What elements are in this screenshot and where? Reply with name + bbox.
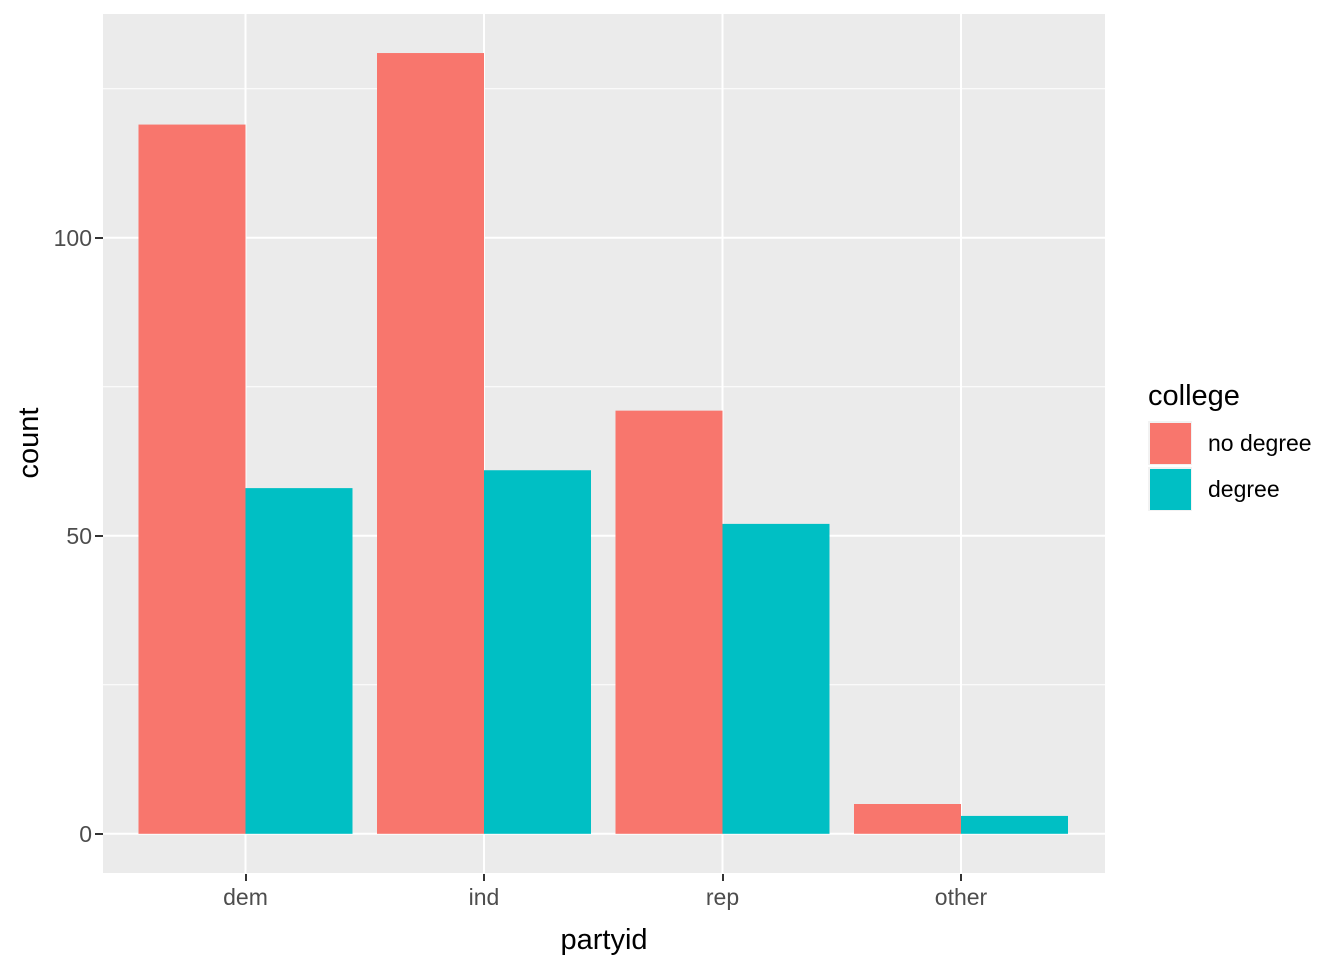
x-tick-label-rep: rep <box>705 884 740 910</box>
legend-item-no-degree: no degree <box>1148 421 1312 465</box>
bar-ind-no-degree <box>377 53 484 834</box>
bar-ind-degree <box>484 470 591 834</box>
x-tick-label-other: other <box>934 884 988 910</box>
x-tick-label-ind: ind <box>468 884 500 910</box>
x-axis-title: partyid <box>560 924 648 956</box>
x-tick-mark <box>960 874 962 881</box>
no-degree-swatch-icon <box>1149 422 1191 464</box>
bar-dem-no-degree <box>138 124 246 834</box>
bar-rep-degree <box>722 523 830 834</box>
bar-rep-no-degree <box>615 410 723 834</box>
legend-label: degree <box>1208 476 1280 502</box>
legend-label: no degree <box>1208 430 1312 456</box>
y-tick-label: 100 <box>53 224 92 251</box>
x-tick-label-dem: dem <box>223 884 268 910</box>
plot-area <box>103 14 1105 873</box>
bar-dem-degree <box>245 488 353 834</box>
y-tick-mark <box>95 832 103 835</box>
bar-other-degree <box>961 815 1068 834</box>
legend-item-degree: degree <box>1148 467 1312 511</box>
x-tick-mark <box>483 874 485 881</box>
y-axis-title: count <box>13 407 45 479</box>
plot-panel <box>103 14 1105 873</box>
legend-key <box>1148 467 1192 511</box>
legend: college no degree degree <box>1148 381 1312 513</box>
y-tick-mark <box>95 534 103 537</box>
y-tick-mark <box>95 236 103 239</box>
x-tick-mark <box>721 874 724 881</box>
x-tick-mark <box>244 874 247 881</box>
degree-swatch-icon <box>1149 468 1191 510</box>
y-tick-label: 0 <box>79 820 92 847</box>
legend-key <box>1148 421 1192 465</box>
bar-other-no-degree <box>854 804 961 834</box>
y-tick-label: 50 <box>66 522 92 549</box>
legend-title: college <box>1148 380 1240 412</box>
